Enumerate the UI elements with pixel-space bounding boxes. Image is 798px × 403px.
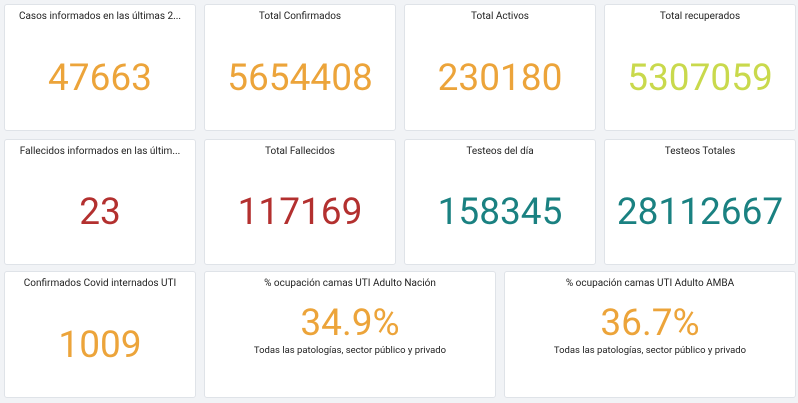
card-title: Testeos Totales [664, 146, 736, 157]
card-title: Total Activos [471, 11, 529, 22]
card-title: Total recuperados [659, 11, 741, 22]
stat-card: Fallecidos informados en las últim... 23 [4, 139, 196, 265]
stat-card: Total recuperados 5307059 [604, 4, 796, 131]
card-title: Total Confirmados [258, 11, 342, 22]
card-title: % ocupación camas UTI Adulto Nación [264, 278, 436, 289]
stat-card: % ocupación camas UTI Adulto AMBA 36.7% To… [504, 271, 796, 398]
stat-card: Casos informados en las últimas 2... 4766… [4, 4, 196, 131]
card-value: 28112667 [616, 191, 784, 234]
stat-card: Total Fallecidos 117169 [204, 139, 396, 265]
card-title: Testeos del día [466, 146, 534, 157]
card-value: 5654408 [227, 56, 373, 100]
card-subtitle: Todas las patologías, sector público y p… [253, 345, 447, 356]
card-value: 5307059 [627, 56, 773, 100]
card-value: 117169 [237, 191, 363, 234]
card-value: 36.7% [600, 302, 700, 345]
card-subtitle: Todas las patologías, sector público y p… [553, 345, 747, 356]
stat-card: Total Activos 230180 [404, 4, 596, 131]
card-title: Casos informados en las últimas 2... [18, 11, 182, 22]
card-title: Confirmados Covid internados UTI [23, 278, 177, 289]
card-value: 47663 [48, 56, 152, 100]
stat-card: Confirmados Covid internados UTI 1009 [4, 271, 196, 398]
card-value: 230180 [437, 56, 563, 100]
card-value: 158345 [437, 191, 563, 234]
stat-card: Testeos Totales 28112667 [604, 139, 796, 265]
card-value: 1009 [58, 323, 142, 367]
card-title: Fallecidos informados en las últim... [19, 146, 181, 157]
card-title: % ocupación camas UTI Adulto AMBA [565, 278, 735, 289]
stat-card: % ocupación camas UTI Adulto Nación 34.9%… [204, 271, 496, 398]
card-title: Total Fallecidos [265, 146, 335, 157]
card-value: 34.9% [300, 302, 400, 345]
stat-card: Total Confirmados 5654408 [204, 4, 396, 131]
stat-card: Testeos del día 158345 [404, 139, 596, 265]
card-value: 23 [79, 191, 121, 234]
